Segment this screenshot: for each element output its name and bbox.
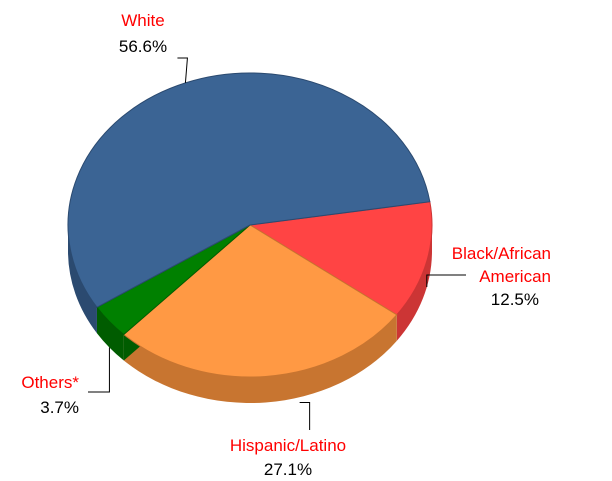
- pie-slices: [67, 72, 433, 378]
- leader-line-hispanic-latino: [299, 401, 311, 430]
- slice-label-others: Others*: [21, 373, 79, 392]
- leader-lines: [88, 57, 466, 430]
- slice-label-white: White: [121, 11, 164, 30]
- slice-label-black-line1: Black/African: [452, 244, 551, 263]
- slice-hispanic-latino: [123, 224, 398, 378]
- slice-label-black-line2: American: [479, 267, 551, 286]
- slice-side-black-african-american: [396, 225, 432, 341]
- leader-line-others: [88, 347, 110, 393]
- slice-label-hispanic: Hispanic/Latino: [230, 436, 346, 455]
- slice-value-hispanic: 27.1%: [264, 460, 312, 479]
- slice-side-white: [68, 225, 97, 334]
- slice-value-white: 56.6%: [119, 37, 167, 56]
- slice-value-others: 3.7%: [40, 398, 79, 417]
- slice-black-african-american: [248, 201, 433, 316]
- slice-side-hispanic-latino: [123, 314, 397, 403]
- slice-value-black: 12.5%: [491, 290, 539, 309]
- slice-white: [67, 72, 431, 308]
- leader-line-white: [177, 57, 188, 83]
- leader-line-black-african-american: [426, 274, 466, 288]
